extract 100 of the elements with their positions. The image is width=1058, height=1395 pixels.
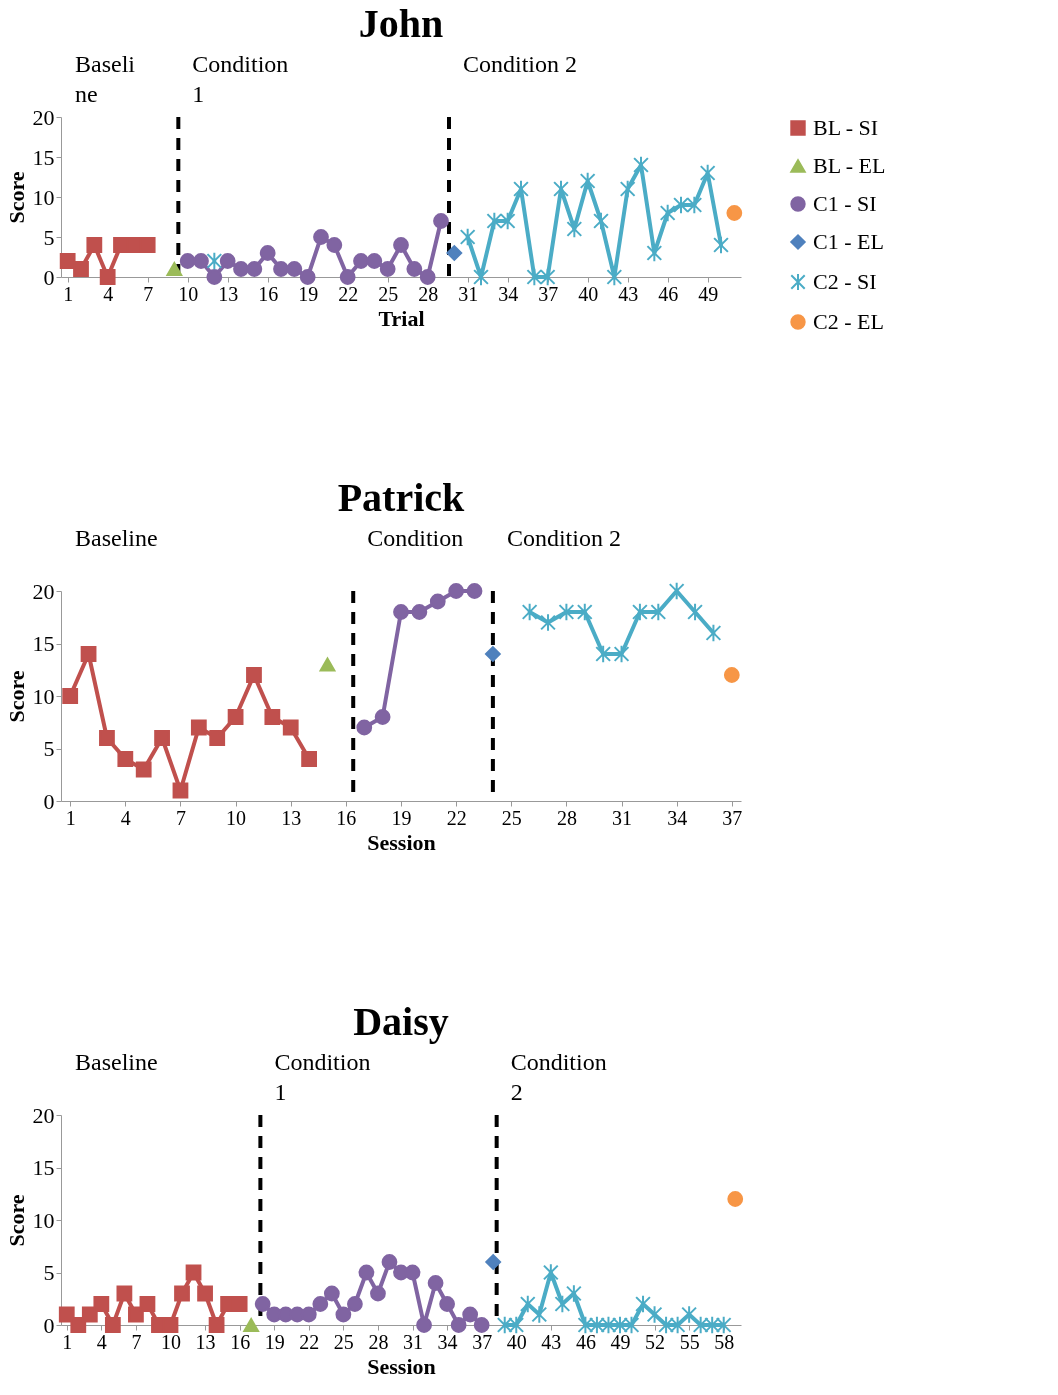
point <box>154 730 170 746</box>
text: Condition 2 <box>506 525 621 551</box>
point <box>356 719 373 736</box>
point <box>116 1285 133 1302</box>
text: Condition 2 <box>463 51 578 77</box>
point <box>450 1317 467 1333</box>
x-tick-label: 22 <box>299 1330 320 1353</box>
point <box>135 761 152 778</box>
point <box>273 261 289 277</box>
x-tick-label: 55 <box>679 1330 700 1353</box>
y-axis-title: Score <box>3 1194 29 1247</box>
point <box>347 1296 363 1312</box>
x-tick-label: 1 <box>62 1330 73 1353</box>
point <box>193 253 209 269</box>
x-tick-label: 10 <box>178 282 199 305</box>
chart-title: Daisy <box>353 999 449 1044</box>
point <box>243 1318 260 1332</box>
point <box>358 1264 375 1281</box>
text: Condition 1 <box>274 1049 371 1105</box>
point <box>593 211 609 231</box>
point <box>104 1317 121 1333</box>
point <box>650 602 667 622</box>
x-tick-label: 46 <box>658 282 679 305</box>
point <box>579 171 596 191</box>
legend-label: C1 - SI <box>813 191 877 216</box>
legend-label: C1 - EL <box>813 229 884 254</box>
y-tick-label: 0 <box>43 1312 55 1338</box>
x-tick-label: 1 <box>65 806 76 829</box>
point <box>433 213 449 229</box>
x-tick-label: 7 <box>131 1330 142 1353</box>
text: Condition 1 <box>192 51 289 107</box>
point <box>374 709 391 725</box>
point <box>254 1296 271 1312</box>
point <box>496 1315 513 1335</box>
point <box>519 1294 536 1314</box>
legend-label: C2 - SI <box>813 269 877 294</box>
point <box>411 604 428 620</box>
point <box>589 1315 605 1335</box>
x-tick-label: 4 <box>120 806 131 829</box>
point <box>673 195 689 215</box>
legend-label: BL - SI <box>813 115 879 140</box>
point <box>429 593 446 610</box>
point <box>99 730 115 746</box>
x-tick-label: 13 <box>195 1330 216 1353</box>
point <box>185 1264 202 1281</box>
point <box>353 253 369 269</box>
point <box>206 269 223 285</box>
point <box>558 602 575 622</box>
point <box>553 179 569 199</box>
x-tick-label: 19 <box>391 806 412 829</box>
point <box>606 267 623 287</box>
x-tick-label: 19 <box>264 1330 285 1353</box>
point <box>692 1315 709 1335</box>
x-tick-label: 40 <box>578 282 599 305</box>
x-tick-label: 52 <box>645 1330 666 1353</box>
y-tick-label: 5 <box>43 736 55 761</box>
x-tick-label: 4 <box>96 1330 107 1353</box>
point <box>513 179 529 199</box>
x-tick-label: 43 <box>541 1330 562 1353</box>
x-tick-label: 31 <box>403 1330 424 1353</box>
point <box>381 1254 398 1270</box>
point <box>393 604 409 620</box>
point <box>727 1191 744 1207</box>
x-tick-label: 58 <box>714 1330 735 1353</box>
point <box>462 1306 479 1323</box>
point <box>526 267 543 287</box>
x-tick-label: 49 <box>610 1330 631 1353</box>
point <box>70 1317 87 1333</box>
point <box>339 269 356 285</box>
point <box>576 602 593 622</box>
text: Baseli ne <box>75 51 136 107</box>
point <box>595 644 612 664</box>
point <box>699 163 716 183</box>
point <box>623 1315 640 1335</box>
point <box>246 261 263 277</box>
point <box>139 1296 156 1312</box>
y-tick-label: 20 <box>32 578 55 604</box>
point <box>128 1306 144 1323</box>
point <box>439 1296 455 1312</box>
point <box>486 211 503 231</box>
x-tick-label: 7 <box>143 282 154 305</box>
x-tick-label: 16 <box>230 1330 251 1353</box>
x-tick-label: 10 <box>160 1330 181 1353</box>
point <box>635 1294 651 1314</box>
point <box>687 602 703 622</box>
y-tick-label: 5 <box>43 224 55 250</box>
point <box>264 709 281 725</box>
point <box>713 235 729 255</box>
point <box>99 269 116 285</box>
x-tick-label: 37 <box>538 282 559 305</box>
x-tick-label: 16 <box>336 806 357 829</box>
x-axis-title: Trial <box>378 305 425 331</box>
y-tick-label: 20 <box>32 1102 55 1128</box>
x-tick-label: 40 <box>506 1330 527 1353</box>
point <box>404 1264 421 1281</box>
chart-title: John <box>358 1 444 46</box>
x-axis-title: Session <box>367 1353 436 1379</box>
x-tick-label: 7 <box>175 806 186 829</box>
point <box>209 730 226 746</box>
point <box>715 1315 732 1335</box>
